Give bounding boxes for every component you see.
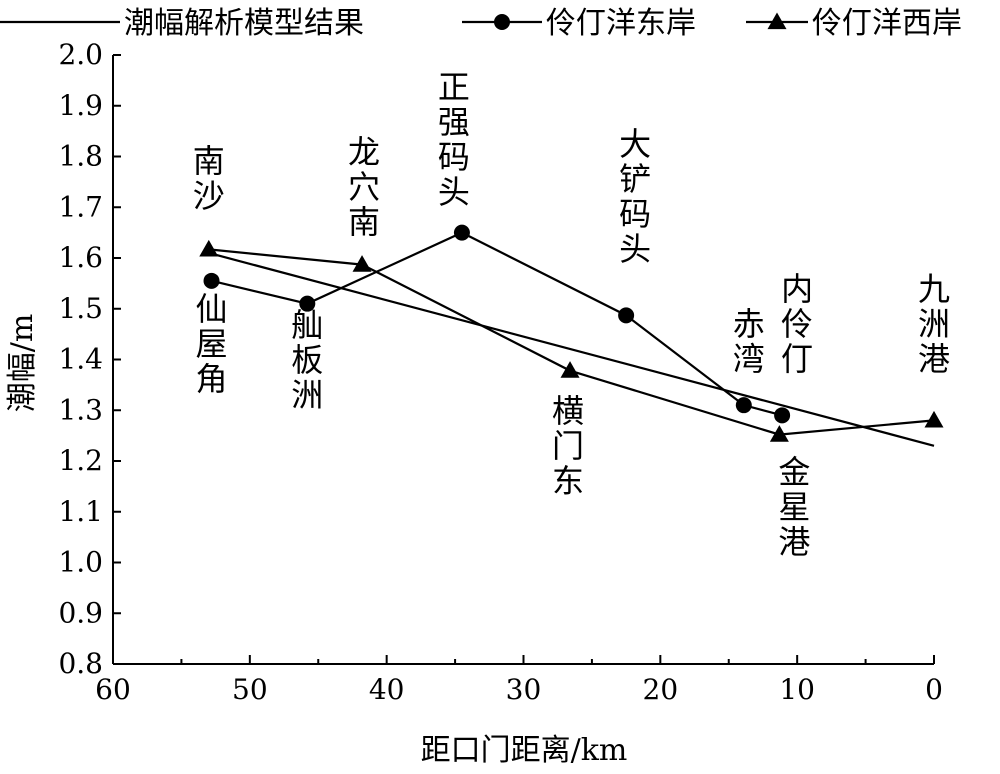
circle-point xyxy=(453,224,470,241)
y-tick-label: 1.9 xyxy=(58,89,103,122)
station-label: 龙穴南 xyxy=(348,133,380,241)
x-tick-label: 30 xyxy=(506,673,542,706)
station-label: 舢板洲 xyxy=(291,306,323,414)
x-tick-label: 20 xyxy=(643,673,679,706)
triangle-point xyxy=(924,410,944,428)
y-axis-title: 潮幅/m xyxy=(5,314,40,413)
circle-point xyxy=(618,307,635,324)
y-tick-label: 1.5 xyxy=(58,292,103,325)
station-label: 内伶仃 xyxy=(781,270,813,378)
y-tick-label: 1.0 xyxy=(58,546,103,579)
x-axis-title: 距口门距离/km xyxy=(421,733,628,768)
triangle-point xyxy=(352,255,372,272)
x-tick-label: 0 xyxy=(925,673,943,706)
station-label: 大铲码头 xyxy=(619,125,651,268)
legend-marker xyxy=(494,14,510,30)
triangle-point xyxy=(769,425,789,442)
station-label: 正强码头 xyxy=(438,68,470,211)
circle-point xyxy=(299,295,316,312)
y-tick-label: 2.0 xyxy=(58,38,103,71)
series-1 xyxy=(208,251,935,447)
y-tick-label: 1.4 xyxy=(58,343,103,376)
station-labels: 仙屋角 舢板洲 正强码头 大铲码头赤湾内伶仃 南沙 龙穴南横门东金星港 九洲港 xyxy=(193,68,950,561)
station-label: 金星港 xyxy=(778,453,810,561)
y-tick-label: 0.9 xyxy=(58,596,103,629)
station-label: 仙屋角 xyxy=(196,290,228,398)
circle-point xyxy=(203,272,220,289)
legend-item-1: 潮幅解析模型结果 xyxy=(0,6,364,41)
triangle-point xyxy=(199,239,219,257)
circle-point xyxy=(735,397,752,414)
y-tick-label: 1.1 xyxy=(58,495,103,528)
legend-marker xyxy=(767,12,787,30)
x-tick-label: 10 xyxy=(779,673,815,706)
x-tick-label: 40 xyxy=(369,673,405,706)
legend-item-2: 伶仃洋东岸 xyxy=(462,6,696,41)
legend: 潮幅解析模型结果 伶仃洋东岸 伶仃洋西岸 xyxy=(0,6,962,41)
legend-label: 潮幅解析模型结果 xyxy=(124,6,364,41)
legend-item-3: 伶仃洋西岸 xyxy=(746,6,962,41)
legend-label: 伶仃洋东岸 xyxy=(546,6,696,41)
y-axis: 0.8 0.9 1.0 1.1 1.2 1.3 1.4 1.5 1.6 1.7 1.8 1.9 2.0 xyxy=(58,38,121,680)
y-tick-label: 1.2 xyxy=(58,444,103,477)
station-label: 赤湾 xyxy=(733,305,765,378)
series-2 xyxy=(203,224,791,424)
station-label: 九洲港 xyxy=(918,270,950,378)
series-3 xyxy=(199,239,944,442)
circle-point xyxy=(774,407,791,424)
x-axis: 60 50 40 30 20 10 0 xyxy=(95,655,943,706)
series-layer xyxy=(199,224,944,447)
y-tick-label: 1.3 xyxy=(58,393,103,426)
y-tick-label: 1.8 xyxy=(58,140,103,173)
legend-label: 伶仃洋西岸 xyxy=(812,6,962,41)
series-line xyxy=(208,251,935,447)
station-label: 横门东 xyxy=(552,392,584,500)
station-label: 南沙 xyxy=(193,142,225,215)
y-tick-label: 1.6 xyxy=(58,241,103,274)
y-tick-label: 1.7 xyxy=(58,190,103,223)
y-tick-label: 0.8 xyxy=(58,647,103,680)
triangle-point xyxy=(560,361,580,378)
x-tick-label: 50 xyxy=(232,673,268,706)
x-tick-label: 60 xyxy=(95,673,131,706)
